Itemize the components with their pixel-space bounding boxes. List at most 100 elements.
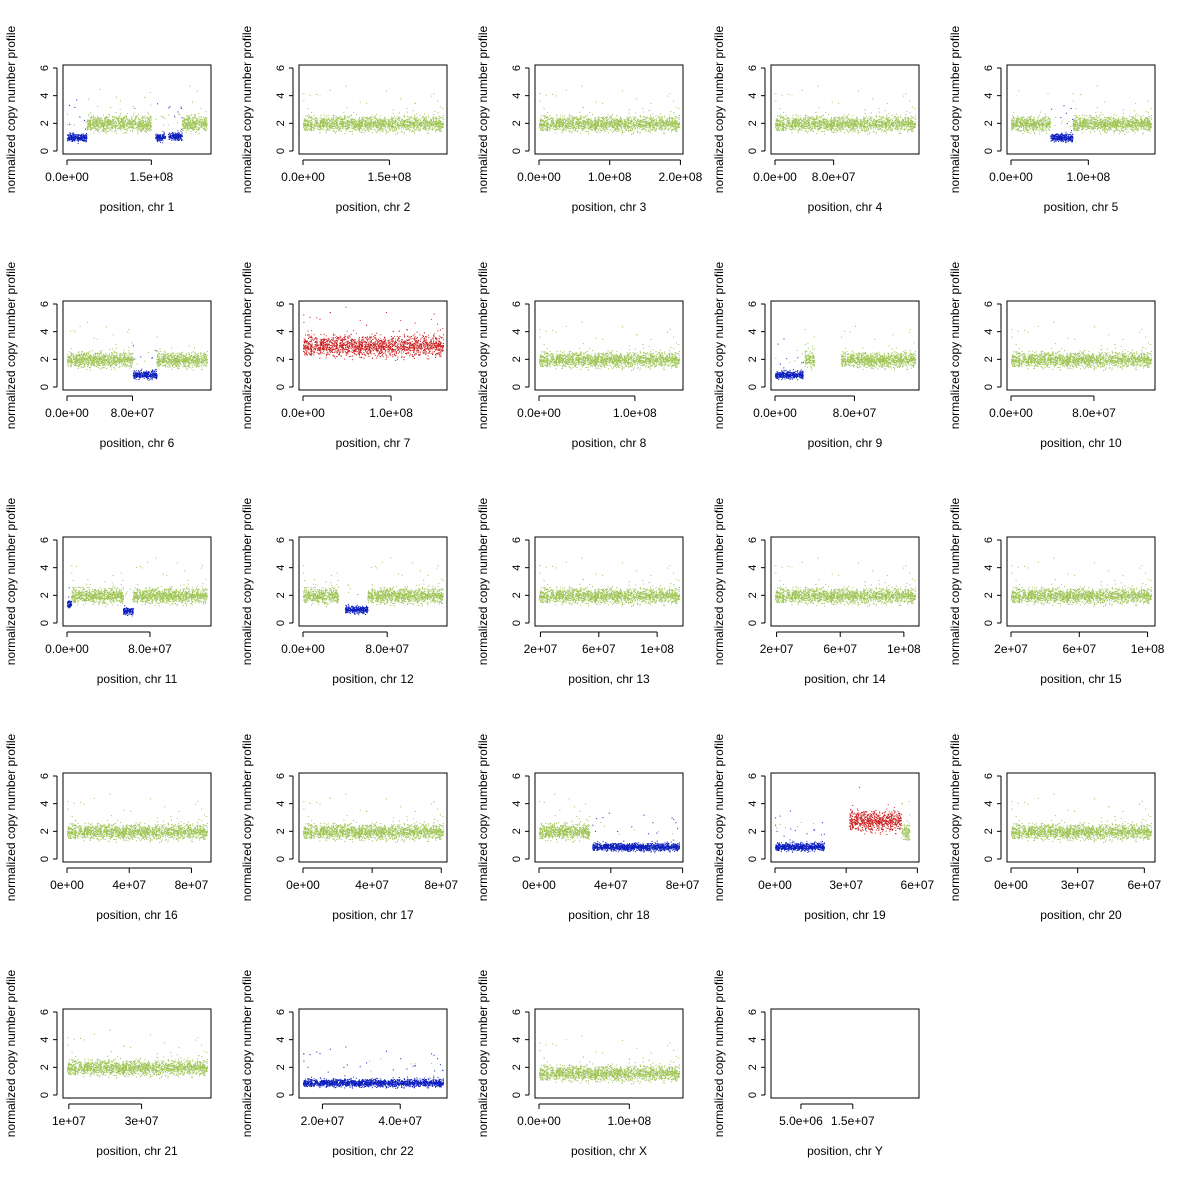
data-point bbox=[197, 124, 198, 125]
data-point bbox=[169, 137, 170, 138]
data-point bbox=[116, 122, 117, 123]
y-tick-label: 4 bbox=[39, 93, 51, 99]
data-point bbox=[141, 122, 142, 123]
data-point bbox=[95, 120, 96, 121]
data-point bbox=[136, 115, 137, 116]
data-point bbox=[108, 123, 109, 124]
data-point bbox=[197, 129, 198, 130]
data-point bbox=[190, 122, 191, 123]
data-point bbox=[112, 131, 113, 132]
data-point bbox=[151, 125, 152, 126]
data-point bbox=[147, 112, 148, 113]
data-point bbox=[186, 115, 187, 116]
data-point bbox=[142, 116, 143, 117]
data-point bbox=[80, 139, 81, 140]
data-point bbox=[188, 127, 189, 128]
data-point bbox=[188, 119, 189, 120]
data-point bbox=[108, 128, 109, 129]
data-point bbox=[89, 125, 90, 126]
data-point bbox=[107, 121, 108, 122]
data-point bbox=[73, 135, 74, 136]
data-point bbox=[193, 130, 194, 131]
data-point bbox=[115, 130, 116, 131]
data-point bbox=[121, 125, 122, 126]
data-point bbox=[123, 117, 124, 118]
data-point bbox=[126, 133, 127, 134]
x-tick-label: 1.5e+08 bbox=[129, 170, 173, 184]
data-point bbox=[123, 120, 124, 121]
data-point bbox=[117, 119, 118, 120]
chromosome-panel: 0246normalized copy number profile 0.0e+0… bbox=[240, 25, 447, 214]
data-point bbox=[67, 124, 68, 125]
data-point bbox=[79, 116, 80, 117]
data-point bbox=[184, 127, 185, 128]
data-point bbox=[144, 116, 145, 117]
data-point bbox=[138, 130, 139, 131]
data-point bbox=[197, 127, 198, 128]
data-point bbox=[133, 127, 134, 128]
data-point bbox=[90, 112, 91, 113]
data-point bbox=[99, 121, 100, 122]
data-point bbox=[183, 126, 184, 127]
data-point bbox=[108, 131, 109, 132]
data-point bbox=[122, 122, 123, 123]
data-point bbox=[91, 118, 92, 119]
data-point bbox=[195, 117, 196, 118]
data-point bbox=[93, 128, 94, 129]
data-point bbox=[147, 127, 148, 128]
data-point bbox=[124, 117, 125, 118]
data-point bbox=[82, 138, 83, 139]
data-point bbox=[131, 122, 132, 123]
data-point bbox=[205, 120, 206, 121]
data-point bbox=[114, 119, 115, 120]
data-point bbox=[78, 141, 79, 142]
data-point bbox=[112, 128, 113, 129]
data-point bbox=[146, 117, 147, 118]
data-point bbox=[114, 131, 115, 132]
data-point bbox=[183, 117, 184, 118]
data-point bbox=[150, 105, 151, 106]
data-point bbox=[171, 140, 172, 141]
data-point bbox=[184, 120, 185, 121]
data-point bbox=[72, 138, 73, 139]
data-point bbox=[85, 136, 86, 137]
data-point bbox=[68, 137, 69, 138]
data-point bbox=[156, 134, 157, 135]
data-point bbox=[119, 123, 120, 124]
data-point bbox=[103, 127, 104, 128]
data-point bbox=[126, 116, 127, 117]
data-point bbox=[113, 125, 114, 126]
data-point bbox=[201, 117, 202, 118]
data-point bbox=[85, 140, 86, 141]
data-point bbox=[133, 128, 134, 129]
data-point bbox=[158, 139, 159, 140]
data-point bbox=[204, 119, 205, 120]
data-point bbox=[150, 125, 151, 126]
data-point bbox=[186, 119, 187, 120]
data-point bbox=[105, 124, 106, 125]
data-point bbox=[155, 135, 156, 136]
data-point bbox=[103, 115, 104, 116]
data-point bbox=[199, 129, 200, 130]
data-point bbox=[92, 122, 93, 123]
data-point bbox=[97, 121, 98, 122]
data-point bbox=[145, 128, 146, 129]
data-point bbox=[69, 122, 70, 123]
data-point bbox=[103, 121, 104, 122]
data-point bbox=[204, 121, 205, 122]
data-point bbox=[116, 117, 117, 118]
data-point bbox=[90, 121, 91, 122]
data-point bbox=[172, 136, 173, 137]
data-point bbox=[196, 129, 197, 130]
data-point bbox=[149, 131, 150, 132]
data-point bbox=[191, 125, 192, 126]
data-point bbox=[87, 138, 88, 139]
data-point bbox=[84, 120, 85, 121]
data-point bbox=[115, 129, 116, 130]
data-point bbox=[205, 111, 206, 112]
data-point bbox=[200, 119, 201, 120]
data-point bbox=[87, 122, 88, 123]
data-point bbox=[109, 120, 110, 121]
data-point bbox=[183, 130, 184, 131]
plot-frame bbox=[299, 65, 447, 154]
